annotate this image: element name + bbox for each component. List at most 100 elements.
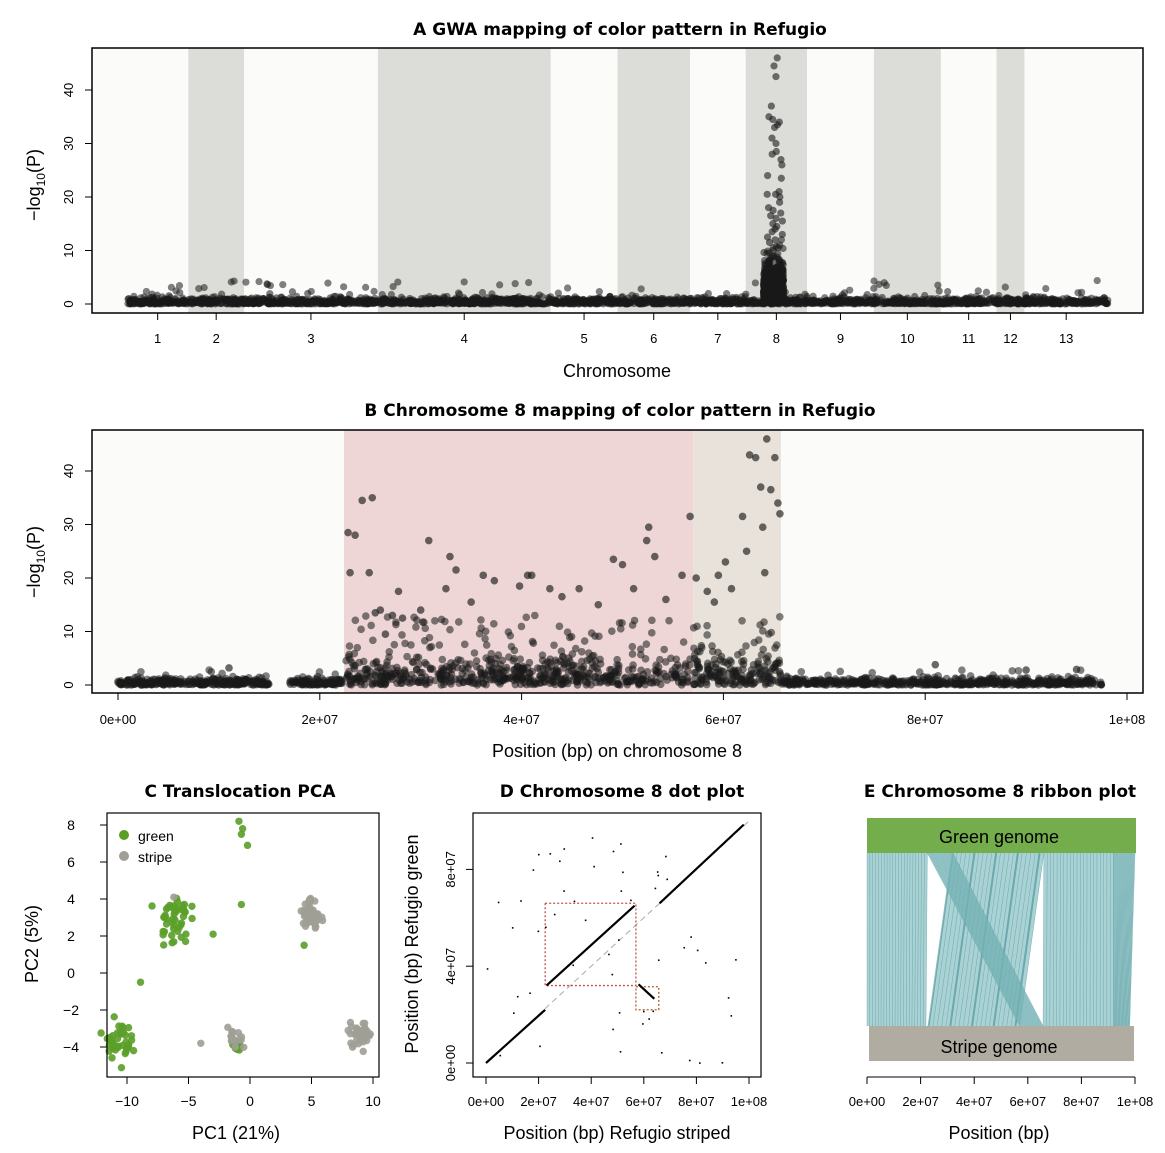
point bbox=[1074, 289, 1082, 297]
point bbox=[234, 676, 243, 684]
point bbox=[974, 287, 982, 295]
point bbox=[385, 647, 394, 656]
point bbox=[628, 665, 637, 673]
point bbox=[362, 283, 370, 291]
peak-point bbox=[764, 172, 772, 180]
point bbox=[568, 650, 577, 658]
point bbox=[460, 278, 468, 286]
point bbox=[846, 295, 854, 304]
point bbox=[369, 636, 377, 645]
point bbox=[660, 645, 668, 654]
point bbox=[241, 675, 250, 684]
point bbox=[630, 616, 639, 625]
point bbox=[392, 618, 400, 626]
point bbox=[693, 622, 701, 631]
point bbox=[410, 613, 418, 622]
point bbox=[195, 285, 203, 293]
point bbox=[608, 297, 616, 305]
point bbox=[595, 288, 603, 296]
point bbox=[656, 655, 664, 664]
peak-point bbox=[778, 230, 786, 239]
point bbox=[297, 300, 305, 308]
chromosome-label-10: 10 bbox=[900, 331, 914, 346]
point bbox=[1026, 297, 1034, 305]
point bbox=[935, 287, 943, 295]
point bbox=[510, 300, 518, 308]
point bbox=[263, 280, 272, 289]
point bbox=[525, 278, 533, 287]
point bbox=[775, 613, 784, 621]
point bbox=[719, 300, 728, 308]
point bbox=[136, 299, 144, 307]
point bbox=[522, 613, 531, 622]
peak-point bbox=[778, 161, 786, 169]
point bbox=[729, 680, 737, 689]
point bbox=[580, 637, 589, 645]
point bbox=[982, 288, 991, 296]
point bbox=[694, 298, 702, 306]
point bbox=[859, 298, 867, 306]
point bbox=[207, 667, 216, 676]
point bbox=[242, 278, 250, 286]
point bbox=[883, 299, 891, 307]
point bbox=[362, 665, 370, 674]
chromosome-label-9: 9 bbox=[837, 331, 844, 346]
point bbox=[421, 624, 430, 633]
point bbox=[379, 298, 387, 306]
point bbox=[370, 287, 378, 295]
point bbox=[184, 677, 193, 686]
point bbox=[255, 277, 263, 286]
point bbox=[897, 299, 905, 308]
point bbox=[648, 616, 656, 625]
chromosome-label-5: 5 bbox=[580, 331, 587, 346]
point bbox=[279, 281, 287, 289]
point bbox=[144, 296, 152, 304]
point bbox=[407, 641, 415, 649]
point bbox=[1019, 299, 1027, 307]
point bbox=[536, 664, 544, 673]
panel-a-x-axis: 1 2 3 4 5 6 7 8 9 10 11 12 13 bbox=[154, 313, 1073, 346]
point bbox=[249, 676, 258, 685]
point bbox=[608, 627, 616, 635]
point bbox=[647, 629, 656, 637]
point bbox=[763, 669, 772, 677]
point bbox=[357, 625, 365, 634]
point bbox=[765, 267, 773, 276]
chromosome-band-4 bbox=[377, 48, 551, 313]
peak-point bbox=[770, 62, 778, 70]
point bbox=[191, 296, 199, 305]
point bbox=[618, 619, 626, 627]
point bbox=[966, 672, 975, 680]
point bbox=[762, 655, 771, 663]
point bbox=[975, 677, 984, 685]
chromosome-label-6: 6 bbox=[650, 331, 657, 346]
point bbox=[412, 623, 420, 631]
point bbox=[738, 616, 746, 625]
point bbox=[765, 257, 773, 265]
point bbox=[329, 295, 337, 304]
chromosome-label-13: 13 bbox=[1059, 331, 1073, 346]
point bbox=[516, 655, 525, 663]
peak-point bbox=[769, 246, 777, 255]
point bbox=[679, 638, 688, 646]
peak-point bbox=[772, 73, 780, 81]
point bbox=[458, 664, 467, 673]
point bbox=[761, 289, 769, 298]
point bbox=[775, 255, 784, 264]
point bbox=[628, 650, 637, 658]
point bbox=[690, 668, 699, 677]
point bbox=[390, 640, 399, 649]
point bbox=[507, 642, 516, 651]
point bbox=[1083, 297, 1091, 305]
point bbox=[528, 637, 537, 646]
point bbox=[771, 644, 779, 652]
point bbox=[805, 298, 813, 307]
point bbox=[546, 659, 554, 667]
point bbox=[754, 660, 762, 668]
peak-point bbox=[777, 174, 785, 182]
y-tick-label: 10 bbox=[61, 243, 76, 257]
point bbox=[934, 281, 942, 289]
point bbox=[517, 622, 526, 631]
point bbox=[654, 296, 662, 304]
point bbox=[989, 296, 997, 304]
